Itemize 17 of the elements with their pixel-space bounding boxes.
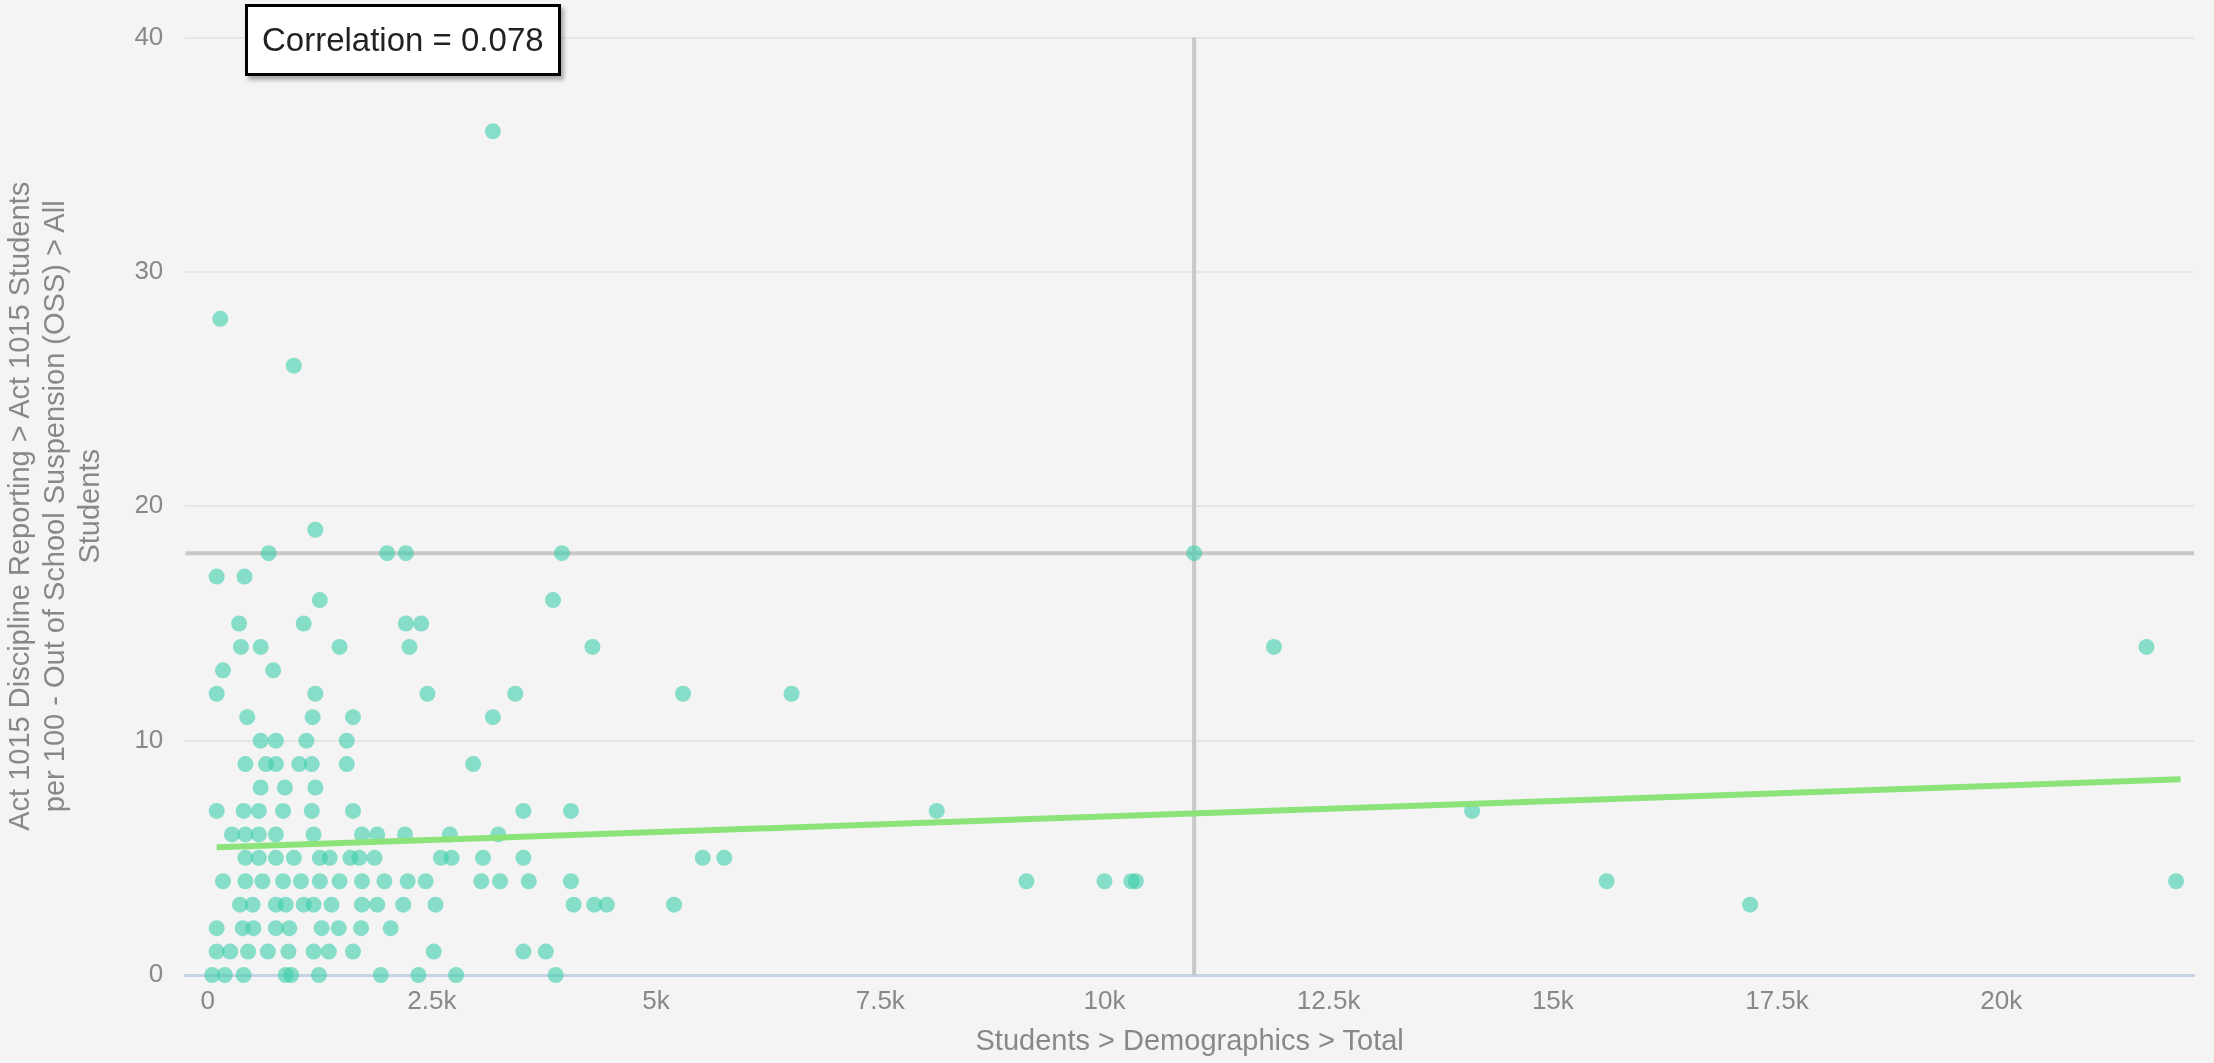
x-axis-title: Students > Demographics > Total (975, 1023, 1404, 1056)
x-tick-label: 17.5k (1745, 984, 1810, 1015)
y-axis-title: Act 1015 Discipline Reporting > Act 1015 Students per 100 - Out of School Suspension (OSS) > All Students (3, 181, 105, 831)
y-tick-label: 0 (148, 958, 164, 989)
x-tick-label: 10k (1083, 984, 1127, 1015)
x-tick-label: 7.5k (855, 984, 906, 1015)
x-tick-label: 2.5k (407, 984, 458, 1015)
x-tick-label: 0 (200, 984, 215, 1015)
y-tick-label: 40 (134, 20, 164, 51)
y-tick-label: 10 (134, 723, 164, 754)
x-tick-label: 15k (1531, 984, 1575, 1015)
x-tick-label: 20k (1980, 984, 2024, 1015)
annotation: Correlation = 0.078 (245, 4, 561, 76)
x-tick-label: 5k (642, 984, 671, 1015)
x-tick-label: 12.5k (1296, 984, 1362, 1015)
y-tick-label: 30 (134, 255, 164, 286)
y-tick-label: 20 (134, 489, 164, 520)
